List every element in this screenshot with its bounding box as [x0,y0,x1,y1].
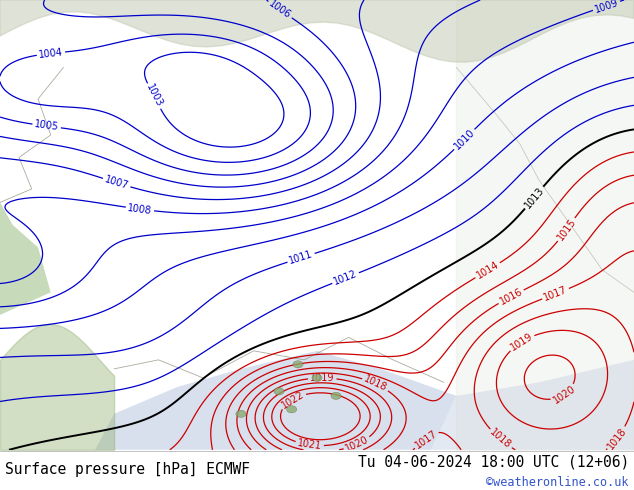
Text: 1020: 1020 [344,435,370,454]
Text: 1018: 1018 [605,426,628,451]
Text: 1003: 1003 [144,83,164,109]
Text: 1005: 1005 [34,120,60,133]
Text: 1020: 1020 [551,384,577,406]
Text: 1017: 1017 [542,285,569,303]
Text: 1004: 1004 [38,47,63,60]
Polygon shape [0,202,51,315]
Text: 1006: 1006 [267,0,293,21]
Text: 1011: 1011 [288,249,314,266]
Text: 1018: 1018 [362,374,389,393]
Text: Surface pressure [hPa] ECMWF: Surface pressure [hPa] ECMWF [5,462,250,477]
Circle shape [274,388,284,395]
Polygon shape [431,360,634,450]
Text: 1015: 1015 [555,217,578,243]
Circle shape [236,410,246,417]
Circle shape [331,392,341,399]
Polygon shape [95,351,456,450]
Circle shape [312,374,322,381]
Text: 1010: 1010 [452,127,477,151]
Text: 1008: 1008 [127,202,153,216]
Text: 1012: 1012 [332,269,359,287]
Text: 1017: 1017 [413,428,439,451]
Text: 1016: 1016 [498,286,524,307]
Text: 1018: 1018 [488,427,513,451]
Text: Tu 04-06-2024 18:00 UTC (12+06): Tu 04-06-2024 18:00 UTC (12+06) [358,454,629,469]
Text: 1009: 1009 [593,0,619,14]
Text: 1013: 1013 [522,185,546,210]
Text: 1022: 1022 [280,389,306,410]
Text: 1019: 1019 [310,373,335,383]
Circle shape [293,361,303,368]
Text: 1019: 1019 [508,331,534,353]
Text: ©weatheronline.co.uk: ©weatheronline.co.uk [486,476,629,490]
Circle shape [287,406,297,413]
Text: 1007: 1007 [103,174,130,191]
Text: 1014: 1014 [475,260,501,281]
Text: 1021: 1021 [297,438,323,451]
